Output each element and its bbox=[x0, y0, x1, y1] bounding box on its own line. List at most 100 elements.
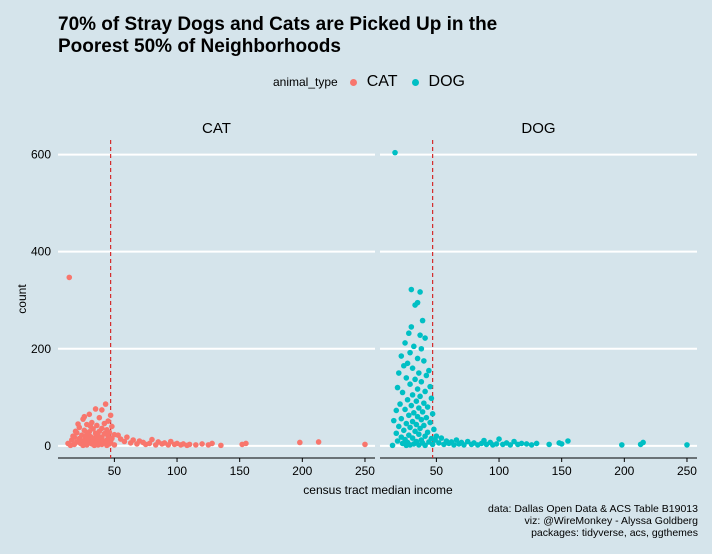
data-point-dog bbox=[417, 289, 423, 295]
data-point-cat bbox=[297, 439, 303, 446]
data-point-dog bbox=[394, 384, 401, 391]
data-point-cat bbox=[109, 423, 115, 430]
data-point-cat bbox=[81, 413, 88, 420]
legend-label-cat: CAT bbox=[366, 73, 398, 90]
data-point-dog bbox=[403, 375, 410, 381]
data-point-dog bbox=[412, 302, 418, 308]
data-point-dog bbox=[424, 404, 431, 410]
data-point-cat bbox=[218, 442, 224, 449]
data-point-dog bbox=[422, 335, 428, 341]
data-point-dog bbox=[397, 401, 403, 407]
x-tick-label: 200 bbox=[614, 464, 634, 478]
data-point-dog bbox=[395, 370, 402, 376]
data-point-dog bbox=[403, 442, 410, 449]
data-point-cat bbox=[186, 441, 193, 448]
chart-title: 70% of Stray Dogs and Cats are Picked Up… bbox=[58, 14, 658, 58]
chart-title-line-2: Poorest 50% of Neighborhoods bbox=[58, 36, 341, 57]
data-point-dog bbox=[640, 439, 646, 446]
data-point-dog bbox=[402, 406, 408, 413]
data-point-dog bbox=[429, 411, 436, 417]
data-point-dog bbox=[417, 332, 423, 338]
caption-line-3: packages: tidyverse, acs, ggthemes bbox=[531, 527, 698, 539]
data-point-dog bbox=[409, 418, 416, 425]
data-point-cat bbox=[99, 407, 105, 413]
data-point-dog bbox=[414, 355, 421, 362]
y-axis-title: count bbox=[15, 284, 29, 314]
data-point-dog bbox=[451, 442, 457, 448]
data-point-cat bbox=[362, 441, 368, 448]
data-point-dog bbox=[418, 378, 425, 385]
data-point-dog bbox=[436, 440, 442, 446]
x-tick-label: 250 bbox=[355, 464, 375, 478]
data-point-dog bbox=[419, 317, 426, 324]
data-point-dog bbox=[423, 372, 430, 379]
data-point-dog bbox=[565, 438, 571, 444]
data-point-cat bbox=[167, 438, 174, 445]
data-point-cat bbox=[94, 422, 100, 429]
data-point-dog bbox=[404, 396, 411, 403]
legend: animal_type CAT DOG bbox=[273, 73, 479, 91]
data-point-dog bbox=[408, 402, 415, 409]
y-tick-label: 0 bbox=[44, 439, 51, 453]
data-point-dog bbox=[393, 430, 400, 437]
data-point-dog bbox=[409, 435, 416, 441]
data-point-dog bbox=[411, 343, 417, 350]
data-point-dog bbox=[408, 286, 415, 293]
data-point-dog bbox=[511, 438, 517, 445]
data-point-cat bbox=[80, 442, 86, 449]
data-point-dog bbox=[416, 431, 422, 438]
data-point-dog bbox=[422, 433, 428, 439]
legend-key-dog bbox=[411, 78, 419, 86]
data-point-cat bbox=[66, 274, 73, 281]
data-point-dog bbox=[426, 367, 432, 374]
caption-line-1: data: Dallas Open Data & ACS Table B1901… bbox=[488, 503, 698, 515]
data-point-cat bbox=[104, 442, 110, 449]
data-point-dog bbox=[408, 324, 415, 330]
caption-line-2: viz: @WireMonkey - Alyssa Goldberg bbox=[524, 515, 698, 527]
data-point-dog bbox=[533, 440, 540, 447]
data-point-dog bbox=[394, 438, 401, 444]
data-point-dog bbox=[402, 340, 408, 346]
chart-title-line-1: 70% of Stray Dogs and Cats are Picked Up… bbox=[58, 14, 498, 35]
data-point-dog bbox=[428, 395, 435, 402]
data-point-cat bbox=[102, 401, 109, 407]
data-point-dog bbox=[421, 422, 427, 429]
data-point-cat bbox=[67, 442, 74, 449]
data-point-dog bbox=[414, 386, 421, 392]
data-point-dog bbox=[412, 428, 418, 435]
x-tick-label: 150 bbox=[230, 464, 250, 478]
data-point-dog bbox=[407, 424, 413, 431]
data-point-dog bbox=[407, 381, 413, 388]
data-point-dog bbox=[429, 441, 436, 448]
data-point-dog bbox=[416, 442, 422, 448]
data-point-dog bbox=[518, 440, 525, 447]
data-point-dog bbox=[418, 345, 425, 352]
data-point-cat bbox=[70, 433, 76, 439]
data-point-dog bbox=[399, 389, 406, 396]
data-point-dog bbox=[413, 421, 420, 428]
data-point-dog bbox=[409, 392, 416, 398]
data-point-dog bbox=[528, 442, 535, 448]
data-point-dog bbox=[417, 425, 423, 432]
x-tick-label: 50 bbox=[108, 464, 122, 478]
caption: data: Dallas Open Data & ACS Table B1901… bbox=[488, 503, 698, 539]
y-tick-label: 200 bbox=[31, 342, 51, 356]
data-point-dog bbox=[389, 442, 396, 449]
data-point-dog bbox=[417, 393, 423, 400]
data-point-cat bbox=[101, 420, 108, 427]
data-point-dog bbox=[684, 442, 690, 448]
legend-title: animal_type bbox=[273, 75, 338, 89]
data-point-cat bbox=[92, 406, 99, 412]
y-tick-label: 600 bbox=[31, 148, 51, 162]
data-point-dog bbox=[401, 362, 407, 369]
x-tick-label: 50 bbox=[430, 464, 444, 478]
data-point-dog bbox=[416, 370, 422, 376]
data-point-dog bbox=[619, 442, 625, 448]
data-point-dog bbox=[438, 435, 445, 441]
x-tick-label: 100 bbox=[489, 464, 509, 478]
data-point-dog bbox=[507, 442, 514, 448]
data-point-dog bbox=[433, 433, 440, 439]
data-point-cat bbox=[209, 440, 215, 447]
data-point-dog bbox=[461, 442, 467, 448]
